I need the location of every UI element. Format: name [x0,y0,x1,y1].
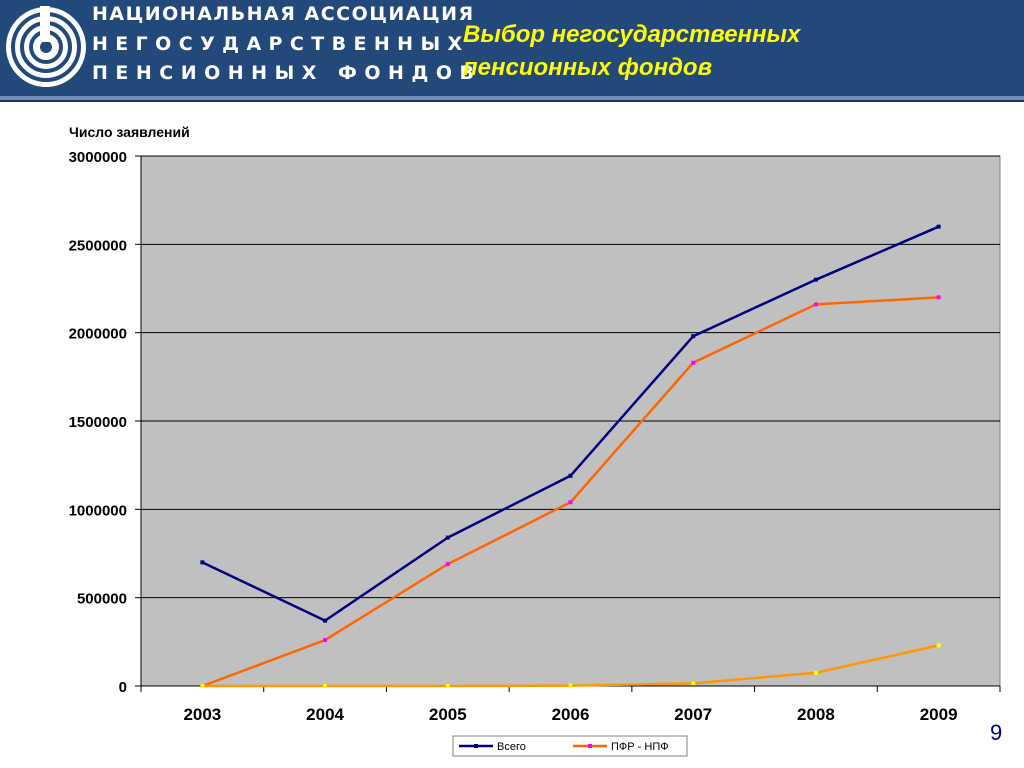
x-tick-label-2005: 2005 [429,705,467,724]
org-name-line-1: НАЦИОНАЛЬНАЯ АССОЦИАЦИЯ [92,3,475,25]
series-0-point-2006 [568,473,573,478]
legend-box [452,735,688,757]
legend-marker-0 [474,744,478,748]
y-tick-label-2: 1000000 [69,502,127,519]
header-banner [0,0,1024,96]
series-2-point-2008 [813,670,818,675]
y-tick-label-1: 500000 [77,591,127,608]
spiral-logo-icon [6,6,86,87]
series-0-point-2003 [200,560,205,565]
series-2-point-2007 [691,681,696,686]
page-number: 9 [990,720,1003,745]
x-tick-label-2004: 2004 [306,705,344,724]
org-name-line-2: НЕГОСУДАРСТВЕННЫХ [92,33,470,55]
series-2-point-2009 [936,643,941,648]
series-0-point-2008 [813,277,818,282]
series-1-point-2005 [445,562,450,567]
y-tick-label-5: 2500000 [69,237,127,254]
x-tick-label-2003: 2003 [183,705,221,724]
series-1-point-2006 [568,500,573,505]
y-axis-label: Число заявлений [69,124,190,140]
y-tick-label-0: 0 [119,679,127,696]
series-0-point-2007 [691,334,696,339]
series-2-point-2006 [568,683,573,688]
series-0-point-2009 [936,224,941,229]
x-tick-label-2009: 2009 [920,705,958,724]
series-2-point-2005 [445,684,450,688]
slide-title-line-2: пенсионных фондов [463,54,713,81]
x-tick-label-2006: 2006 [552,705,590,724]
header-divider [0,96,1024,100]
y-tick-label-6: 3000000 [69,149,127,166]
series-1-point-2004 [323,638,328,643]
series-1-point-2008 [813,302,818,307]
legend-marker-1 [588,744,592,748]
series-1-point-2007 [691,360,696,365]
x-tick-label-2008: 2008 [797,705,835,724]
org-name-line-3: ПЕНСИОННЫХ ФОНДОВ [92,62,482,84]
series-2-point-2003 [200,684,205,688]
header-divider-dark [0,100,1024,102]
y-tick-label-4: 2000000 [69,326,127,343]
legend-label-0: Всего [497,741,526,753]
x-tick-label-2007: 2007 [674,705,712,724]
series-0-point-2004 [323,618,328,623]
legend-label-1: ПФР - НПФ [611,741,669,753]
series-1-point-2009 [936,295,941,300]
y-tick-label-3: 1500000 [69,414,127,431]
series-0-point-2005 [445,535,450,540]
slide-title: Выбор негосударственных пенсионных фондо… [463,18,983,84]
series-2-point-2004 [323,684,328,688]
slide-title-line-1: Выбор негосударственных [463,21,801,48]
